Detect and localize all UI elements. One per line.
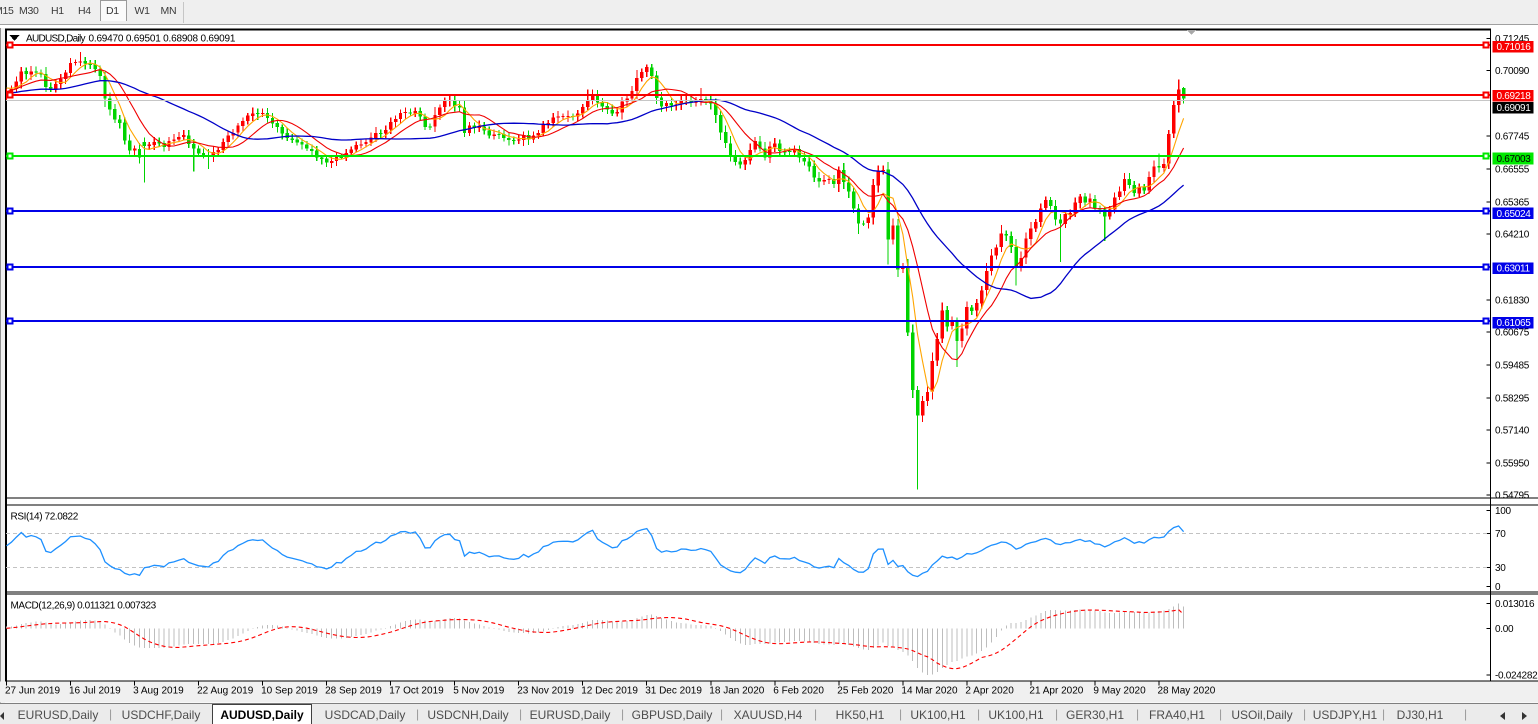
svg-text:0.57140: 0.57140 <box>1495 425 1530 436</box>
svg-text:70: 70 <box>1495 529 1506 540</box>
svg-text:18 Jan 2020: 18 Jan 2020 <box>709 686 764 697</box>
svg-text:0.67745: 0.67745 <box>1495 131 1530 142</box>
svg-text:0.69091: 0.69091 <box>1497 103 1532 114</box>
svg-text:0.63011: 0.63011 <box>1497 264 1531 275</box>
svg-text:0.64210: 0.64210 <box>1495 229 1530 240</box>
svg-text:6 Feb 2020: 6 Feb 2020 <box>773 686 824 697</box>
svg-text:0.69218: 0.69218 <box>1497 91 1532 102</box>
svg-text:31 Dec 2019: 31 Dec 2019 <box>645 686 702 697</box>
svg-text:MACD(12,26,9) 0.011321 0.00732: MACD(12,26,9) 0.011321 0.007323 <box>11 601 157 612</box>
svg-text:0.61830: 0.61830 <box>1495 295 1530 306</box>
svg-text:0.013016: 0.013016 <box>1495 599 1535 610</box>
svg-text:0.70090: 0.70090 <box>1495 66 1530 77</box>
svg-text:30: 30 <box>1495 563 1506 574</box>
svg-text:10 Sep 2019: 10 Sep 2019 <box>261 686 318 697</box>
svg-text:28 Sep 2019: 28 Sep 2019 <box>325 686 382 697</box>
svg-text:17 Oct 2019: 17 Oct 2019 <box>389 686 444 697</box>
svg-text:3 Aug 2019: 3 Aug 2019 <box>133 686 184 697</box>
svg-text:25 Feb 2020: 25 Feb 2020 <box>837 686 894 697</box>
svg-text:0.65365: 0.65365 <box>1495 197 1530 208</box>
svg-text:0.67003: 0.67003 <box>1497 154 1532 165</box>
svg-text:AUDUSD,Daily: AUDUSD,Daily <box>26 34 86 45</box>
svg-text:5 Nov 2019: 5 Nov 2019 <box>453 686 505 697</box>
svg-text:14 Mar 2020: 14 Mar 2020 <box>901 686 958 697</box>
svg-text:0.54795: 0.54795 <box>1495 490 1530 501</box>
svg-text:100: 100 <box>1495 506 1512 517</box>
svg-text:0.00: 0.00 <box>1495 624 1514 635</box>
svg-text:0.55950: 0.55950 <box>1495 458 1530 469</box>
svg-text:0: 0 <box>1495 582 1501 593</box>
svg-text:12 Dec 2019: 12 Dec 2019 <box>581 686 638 697</box>
svg-text:0.71016: 0.71016 <box>1497 42 1532 53</box>
svg-text:RSI(14) 72.0822: RSI(14) 72.0822 <box>11 512 79 523</box>
svg-text:27 Jun 2019: 27 Jun 2019 <box>5 686 60 697</box>
svg-text:0.66555: 0.66555 <box>1495 164 1530 175</box>
svg-text:0.65024: 0.65024 <box>1497 209 1532 220</box>
svg-text:16 Jul 2019: 16 Jul 2019 <box>69 686 121 697</box>
svg-text:0.58295: 0.58295 <box>1495 393 1530 404</box>
svg-text:23 Nov 2019: 23 Nov 2019 <box>517 686 574 697</box>
svg-text:0.60675: 0.60675 <box>1495 327 1530 338</box>
svg-text:-0.024282: -0.024282 <box>1495 670 1538 681</box>
svg-text:2 Apr 2020: 2 Apr 2020 <box>965 686 1014 697</box>
svg-text:21 Apr 2020: 21 Apr 2020 <box>1029 686 1083 697</box>
svg-text:28 May 2020: 28 May 2020 <box>1158 686 1216 697</box>
svg-text:0.61065: 0.61065 <box>1497 318 1532 329</box>
svg-text:0.59485: 0.59485 <box>1495 360 1530 371</box>
svg-text:22 Aug 2019: 22 Aug 2019 <box>197 686 254 697</box>
svg-text:0.69470 0.69501 0.68908 0.6909: 0.69470 0.69501 0.68908 0.69091 <box>89 34 236 45</box>
svg-text:0.71245: 0.71245 <box>1495 34 1530 45</box>
svg-text:9 May 2020: 9 May 2020 <box>1093 686 1146 697</box>
